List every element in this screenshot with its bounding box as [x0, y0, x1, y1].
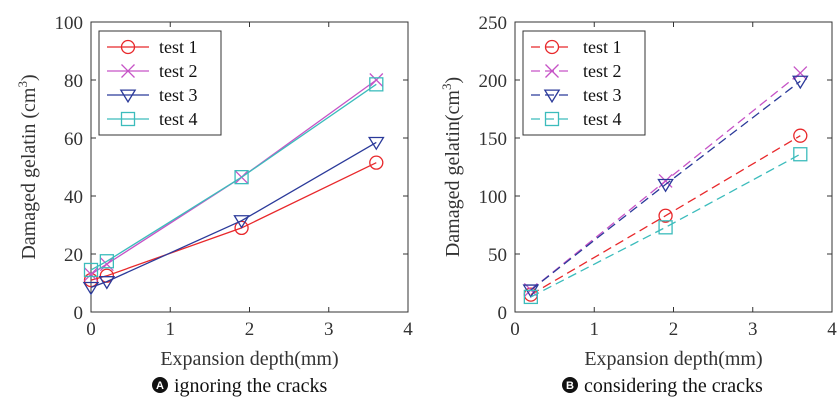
data-point: [82, 281, 100, 296]
data-point: [657, 178, 674, 193]
x-tick-label: 3: [324, 319, 334, 340]
legend-marker: [543, 89, 561, 104]
y-axis-label: Damaged gelatin (cm3): [15, 74, 40, 259]
data-point: [98, 276, 116, 290]
x-tick-label: 2: [245, 319, 255, 340]
x-tick-label: 1: [590, 319, 600, 340]
caption-text: considering the cracks: [584, 375, 763, 397]
series-line: [530, 80, 801, 291]
y-tick-label: 250: [479, 13, 508, 34]
data-point: [99, 254, 114, 269]
data-point: [84, 267, 98, 282]
y-tick-label: 60: [64, 129, 83, 150]
y-tick-label: 100: [55, 13, 84, 34]
caption-badge: [152, 377, 168, 393]
x-tick-label: 0: [86, 319, 96, 340]
series-line: [90, 79, 377, 275]
series-line: [90, 83, 377, 271]
series-line: [90, 141, 377, 289]
legend-label: test 2: [583, 61, 622, 81]
caption-badge-letter: A: [156, 380, 164, 392]
y-tick-label: 150: [479, 129, 508, 150]
data-point: [367, 136, 385, 151]
data-point: [793, 66, 808, 80]
legend-box: [522, 30, 646, 136]
data-point: [99, 257, 114, 272]
y-tick-label: 40: [64, 187, 83, 208]
legend-label: test 3: [159, 85, 198, 105]
data-point: [369, 77, 384, 92]
legend: test 1 test 2 test 3 test 4: [98, 30, 222, 136]
legend-marker: [545, 64, 559, 78]
y-tick-label: 200: [479, 71, 508, 92]
legend: test 1 test 2 test 3 test 4: [522, 30, 646, 136]
x-tick-label: 1: [166, 319, 176, 340]
x-tick-label: 3: [748, 319, 758, 340]
x-tick-label: 2: [669, 319, 679, 340]
x-tick-label: 0: [510, 319, 520, 340]
data-point: [83, 262, 99, 278]
legend-label: test 1: [159, 37, 198, 57]
y-tick-label: 50: [488, 245, 507, 266]
data-point: [369, 73, 384, 87]
data-point: [369, 155, 384, 170]
y-tick-label: 0: [74, 303, 84, 324]
x-tick-label: 4: [827, 319, 837, 340]
data-point: [523, 289, 538, 305]
data-point: [793, 128, 808, 143]
caption-badge: [562, 377, 578, 393]
series-line: [530, 153, 801, 298]
data-point: [793, 147, 808, 162]
legend-label: test 4: [159, 109, 198, 129]
series-test-4: [83, 77, 384, 278]
data-point: [658, 220, 673, 235]
data-point: [791, 75, 809, 90]
y-tick-label: 0: [498, 303, 508, 324]
y-tick-label: 100: [479, 187, 508, 208]
legend-marker: [120, 111, 136, 127]
legend-marker: [120, 39, 136, 55]
legend-label: test 3: [583, 85, 622, 105]
data-point: [234, 169, 249, 185]
x-axis-label: Expansion depth(mm): [584, 348, 762, 370]
legend-marker: [121, 64, 135, 78]
legend-marker: [119, 89, 137, 104]
x-axis-label: Expansion depth(mm): [160, 348, 338, 370]
data-point: [658, 208, 673, 223]
data-point: [233, 215, 250, 229]
y-tick-label: 20: [64, 245, 83, 266]
legend-label: test 4: [583, 109, 622, 129]
series-line: [530, 135, 801, 296]
caption-badge-letter: B: [566, 380, 574, 392]
legend-label: test 1: [583, 37, 622, 57]
y-axis-label: Damaged gelatin(cm3): [439, 77, 464, 257]
series-test-3: [82, 136, 385, 296]
series-test-2: [523, 66, 808, 297]
y-tick-label: 80: [64, 71, 83, 92]
legend-marker: [544, 39, 560, 55]
legend-marker: [544, 111, 560, 127]
caption-text: ignoring the cracks: [174, 375, 327, 397]
legend-label: test 2: [159, 61, 198, 81]
series-test-4: [523, 147, 808, 305]
x-tick-label: 4: [403, 319, 413, 340]
legend-box: [98, 30, 222, 136]
chart-panel-b: 0 1 2 3 4 0 50 100 150 200 250 Expansion depth(mm) D…: [439, 13, 837, 397]
